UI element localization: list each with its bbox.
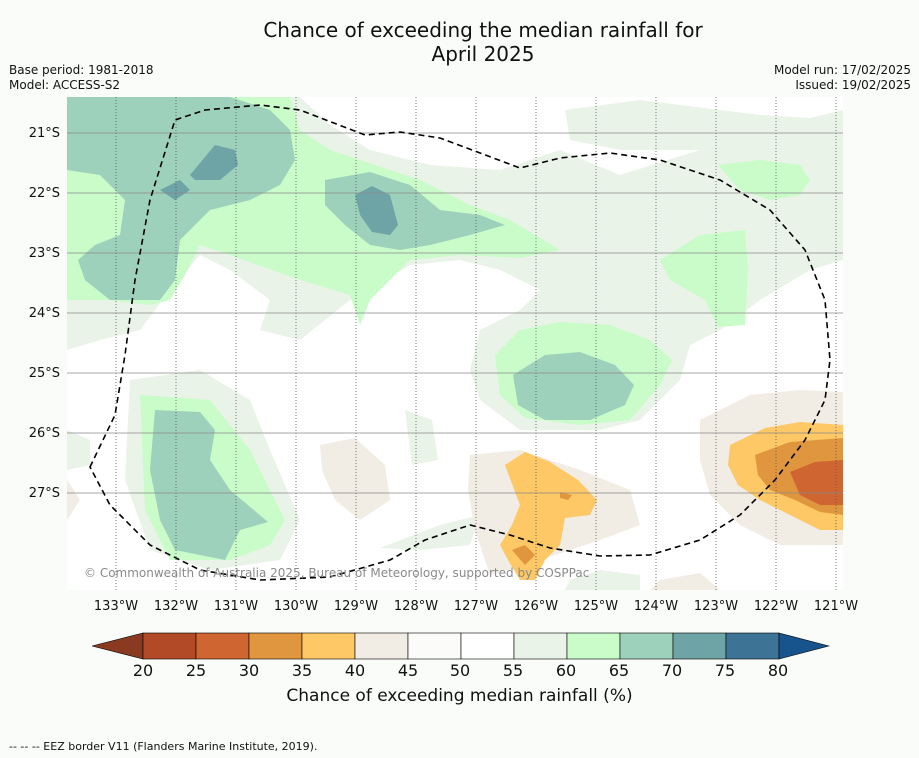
lat-label: 27°S: [28, 486, 60, 501]
issued-date: Issued: 19/02/2025: [795, 78, 911, 92]
forecast-map: [67, 97, 843, 590]
meta-left: Base period: 1981-2018 Model: ACCESS-S2: [9, 63, 154, 93]
colorbar-cells: [91, 632, 830, 660]
lat-label: 25°S: [28, 366, 60, 381]
colorbar-tick: 45: [397, 661, 419, 680]
colorbar-tick: 60: [555, 661, 577, 680]
model-name: Model: ACCESS-S2: [9, 78, 121, 92]
colorbar-cell: [725, 632, 780, 660]
colorbar-tick: 55: [502, 661, 524, 680]
copyright-notice: © Commonwealth of Australia 2025, Bureau…: [84, 566, 590, 580]
lon-label: 128°W: [393, 599, 439, 614]
map-title: Chance of exceeding the median rainfall …: [0, 18, 919, 66]
lon-label: 131°W: [213, 599, 259, 614]
colorbar-title: Chance of exceeding median rainfall (%): [286, 686, 633, 706]
colorbar-cell: [672, 632, 727, 660]
band-25-30: [790, 460, 843, 505]
colorbar: [91, 632, 830, 660]
title-line-2: April 2025: [431, 42, 535, 66]
base-period: Base period: 1981-2018: [9, 63, 154, 77]
eez-footnote: -- -- -- EEZ border V11 (Flanders Marine…: [9, 740, 318, 753]
colorbar-cell: [248, 632, 303, 660]
colorbar-cell: [354, 632, 409, 660]
band-70-75: [160, 145, 398, 235]
band-65-70: [67, 97, 634, 560]
lon-label: 133°W: [93, 599, 139, 614]
colorbar-arrow-high: [778, 632, 830, 660]
lon-label: 129°W: [333, 599, 379, 614]
colorbar-tick: 25: [185, 661, 207, 680]
colorbar-tick: 35: [291, 661, 313, 680]
lon-label: 126°W: [513, 599, 559, 614]
colorbar-tick: 65: [608, 661, 630, 680]
latitude-lines: [67, 132, 843, 494]
lat-label: 26°S: [28, 426, 60, 441]
lat-label: 21°S: [28, 126, 60, 141]
colorbar-tick: 50: [449, 661, 471, 680]
colorbar-cell: [195, 632, 250, 660]
colorbar-cell: [566, 632, 621, 660]
colorbar-tick: 75: [714, 661, 736, 680]
colorbar-tick: 30: [238, 661, 260, 680]
lon-label: 130°W: [273, 599, 319, 614]
meta-right: Model run: 17/02/2025 Issued: 19/02/2025: [774, 63, 911, 93]
lon-label: 123°W: [693, 599, 739, 614]
graticule: [115, 97, 837, 590]
colorbar-tick: 40: [344, 661, 366, 680]
lat-label: 24°S: [28, 306, 60, 321]
title-line-1: Chance of exceeding the median rainfall …: [263, 18, 703, 42]
lon-label: 124°W: [633, 599, 679, 614]
model-run: Model run: 17/02/2025: [773, 63, 911, 77]
colorbar-cell: [142, 632, 197, 660]
eez-border: [89, 104, 831, 581]
lon-label: 132°W: [153, 599, 199, 614]
colorbar-cell: [619, 632, 674, 660]
colorbar-tick: 70: [661, 661, 683, 680]
map-svg: [67, 97, 843, 590]
lon-label: 127°W: [453, 599, 499, 614]
lat-label: 23°S: [28, 246, 60, 261]
colorbar-cell: [513, 632, 568, 660]
lon-label: 122°W: [753, 599, 799, 614]
colorbar-cell: [301, 632, 356, 660]
colorbar-cell: [460, 632, 515, 660]
lon-label: 121°W: [813, 599, 859, 614]
lon-label: 125°W: [573, 599, 619, 614]
colorbar-arrow-low: [91, 632, 144, 660]
colorbar-tick: 80: [767, 661, 789, 680]
lat-label: 22°S: [28, 186, 60, 201]
colorbar-cell: [407, 632, 462, 660]
colorbar-tick: 20: [132, 661, 154, 680]
